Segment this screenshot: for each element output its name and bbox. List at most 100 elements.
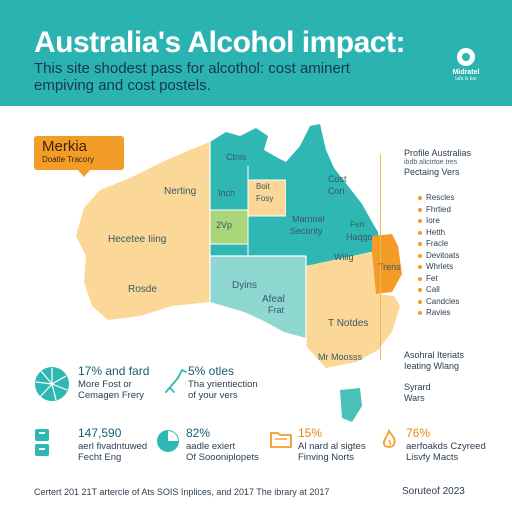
legend-item-label: Rescles [426, 193, 455, 202]
legend-item: Fracle [404, 238, 508, 250]
legend-dot-icon [418, 299, 422, 304]
map-canvas [76, 124, 402, 422]
stat-line-2: Finving Norts [298, 452, 354, 463]
region-label-t-notdes: T Notdes [328, 318, 369, 329]
legend-item: Rescles [404, 192, 508, 204]
stat-description: aerl fivadntuwed Fecht Eng [78, 441, 147, 463]
region-label-inch: Inch [218, 188, 236, 198]
legend-item: Hetth [404, 227, 508, 239]
region-label-dyins: Dyins [232, 280, 258, 291]
side-note-2: Syrard Wars [404, 382, 431, 404]
legend-item-label: Fracle [426, 239, 449, 248]
stat-description: aerfoakds Czyreed Lisvfy Macts [406, 441, 486, 463]
legend-item: Call [404, 284, 508, 296]
side-note-2-line-1: Syrard [404, 382, 431, 392]
side-note-1: Asohral Iteriats Ieating Wlang [404, 350, 464, 372]
stat-line-1: aerfoakds Czyreed [406, 441, 486, 452]
legend-dot-icon [418, 242, 422, 246]
region-label-marnoal: Marnoal [292, 214, 325, 224]
legend-dot-icon [418, 230, 422, 235]
stat-card: 15% Al nard al sigtes Finving Norts [270, 426, 374, 466]
footer-source-note: Certert 201 21T artercle of Ats SOIS Inp… [34, 487, 330, 497]
stat-card: 76% aerfoakds Czyreed Lisvfy Macts [378, 426, 488, 466]
region-east-orange [372, 234, 402, 294]
legend-item: Fhrtied [404, 204, 508, 216]
legend-dot-icon [418, 311, 422, 315]
region-queensland [286, 124, 380, 266]
region-label-haqgo: Haqgo [346, 232, 373, 242]
stat-suffix: and fard [102, 364, 150, 378]
stat-line-1: More Fost or [78, 379, 132, 390]
logo: Midratel lafa ls kar [446, 48, 486, 82]
region-label-boit: Boit [256, 182, 270, 191]
stat-number: 17% [78, 364, 103, 378]
stat-card: 17% and fard More Fost or Cemagen Frery [34, 364, 184, 408]
stat-line-2: Of Soooniplopets [186, 452, 259, 463]
stat-value: 15% [298, 426, 323, 440]
callout-subtitle: Doatle Tracory [42, 155, 95, 164]
legend-dot-icon [418, 196, 422, 200]
legend-item-label: Call [426, 285, 440, 294]
legend-dot-icon [418, 207, 422, 212]
region-label-cori: Cori [328, 186, 345, 196]
region-label-mr-moosss: Mr Moosss [318, 352, 363, 362]
legend-item: Ravies [404, 307, 508, 319]
callout-title: Merkia [42, 138, 88, 155]
legend-dot-icon [418, 276, 422, 281]
chart-circle-icon [157, 430, 179, 452]
region-label-fosy: Fosy [256, 194, 274, 203]
footer-source-year: Soruteof 2023 [402, 486, 465, 497]
stat-line-1: aadle exiert [186, 441, 236, 452]
stat-line-2: Lisvfy Macts [406, 452, 459, 463]
stat-value: 76% [406, 426, 431, 440]
stat-line-1: aerl fivadntuwed [78, 441, 148, 452]
legend-heading-2: ibdb alictrtoe tres [404, 159, 458, 166]
legend-item-label: Fet [426, 273, 438, 283]
stat-card: 82% aadle exiert Of Soooniplopets [156, 426, 268, 466]
legend-item: Candcles [404, 296, 508, 308]
legend-dot-icon [418, 288, 422, 292]
region-boit [247, 179, 287, 217]
page-subtitle: This site shodest pass for alcothol: cos… [34, 60, 434, 94]
page-title: Australia's Alcohol impact: [34, 26, 405, 59]
legend-dot-icon [418, 253, 422, 258]
region-label-hecetee: Hecetee Iiing [108, 234, 167, 245]
stat-value: 82% [186, 426, 211, 440]
side-note-1-line-1: Asohral Iteriats [404, 350, 465, 360]
stat-description: Al nard al sigtes Finving Norts [298, 441, 366, 463]
stat-card: 147,590 aerl fivadntuwed Fecht Eng [34, 426, 154, 466]
stat-card: 5% otles Tha yrientiection of your vers [162, 364, 312, 408]
legend-dot-icon [418, 265, 422, 269]
legend-item-label: Ravies [426, 308, 451, 317]
stat-description: Tha yrientiection of your vers [188, 379, 258, 401]
region-label-trens: Trens [378, 262, 401, 272]
region-label-rosde: Rosde [128, 284, 157, 295]
legend-list: Rescles Fhrtied Iore Hetth Fracle Devito… [404, 192, 508, 319]
bottle-icon [165, 369, 187, 393]
legend-dot-icon [418, 219, 422, 223]
subtitle-line-2: empiving and cost postels. [34, 77, 211, 94]
subtitle-line-1: This site shodest pass for alcothol: cos… [34, 60, 350, 77]
logo-subtext: lafa ls kar [455, 76, 477, 82]
region-label-nerting: Nerting [164, 186, 197, 197]
legend-item: Iore [404, 215, 508, 227]
logo-mark-icon [457, 48, 475, 66]
legend-item-label: Hetth [426, 227, 446, 237]
region-tasmania [340, 388, 362, 422]
legend-item-label: Devitoats [426, 250, 460, 260]
stat-line-2: Fecht Eng [78, 452, 122, 463]
callout-box: Merkia Doatle Tracory [34, 136, 124, 177]
region-label-2vp: 2Vp [216, 220, 233, 230]
legend-item: Fet [404, 273, 508, 285]
pie-icon [35, 367, 69, 401]
stat-value: 17% and fard [78, 364, 149, 378]
stat-line-1: Tha yrientiection [188, 379, 258, 390]
stat-description: aadle exiert Of Soooniplopets [186, 441, 259, 463]
calculator-icon [35, 429, 49, 456]
stat-suffix: otles [205, 364, 235, 378]
legend-bracket [380, 154, 390, 360]
legend-item: Whrlets [404, 261, 508, 273]
side-note-1-line-2: Ieating Wlang [404, 361, 460, 371]
region-label-ctnis: Ctnis [226, 152, 247, 162]
region-label-secority: Secority [290, 226, 323, 236]
